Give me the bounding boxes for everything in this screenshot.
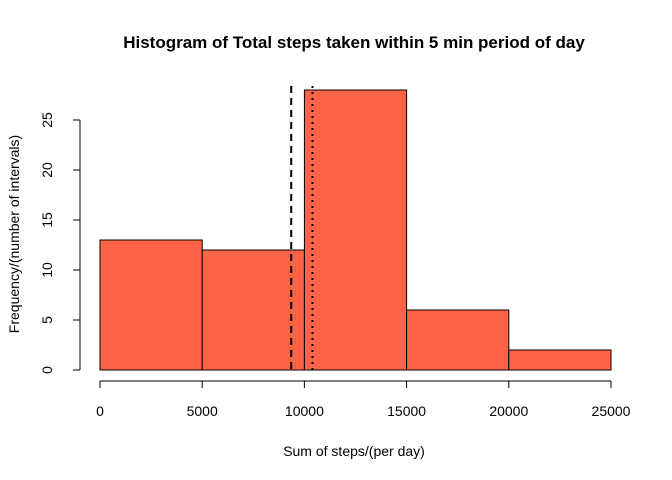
y-axis-label: Frequency/(number of intervals) bbox=[6, 135, 22, 333]
histogram-bar-3 bbox=[303, 89, 408, 371]
y-tick-label: 0 bbox=[39, 366, 55, 374]
x-axis: 0 5000 10000 15000 20000 25000 bbox=[96, 380, 631, 419]
y-tick-label: 20 bbox=[39, 162, 55, 178]
x-tick-label: 10000 bbox=[285, 403, 324, 419]
chart-title: Histogram of Total steps taken within 5 … bbox=[123, 33, 585, 52]
x-tick-label: 0 bbox=[96, 403, 104, 419]
bars-group bbox=[99, 89, 612, 371]
y-axis: 0 5 10 15 20 25 bbox=[39, 112, 81, 374]
histogram-bar-5 bbox=[508, 349, 612, 371]
x-tick-label: 20000 bbox=[489, 403, 528, 419]
y-tick-label: 10 bbox=[39, 262, 55, 278]
y-tick-label: 15 bbox=[39, 212, 55, 228]
y-tick-label: 25 bbox=[39, 112, 55, 128]
histogram-bar-2 bbox=[201, 249, 305, 371]
x-tick-label: 5000 bbox=[187, 403, 218, 419]
histogram-bar-4 bbox=[406, 309, 510, 371]
histogram-bar-1 bbox=[99, 239, 203, 371]
x-axis-label: Sum of steps/(per day) bbox=[283, 443, 425, 459]
x-tick-label: 25000 bbox=[592, 403, 631, 419]
x-tick-label: 15000 bbox=[387, 403, 426, 419]
y-tick-label: 5 bbox=[39, 316, 55, 324]
